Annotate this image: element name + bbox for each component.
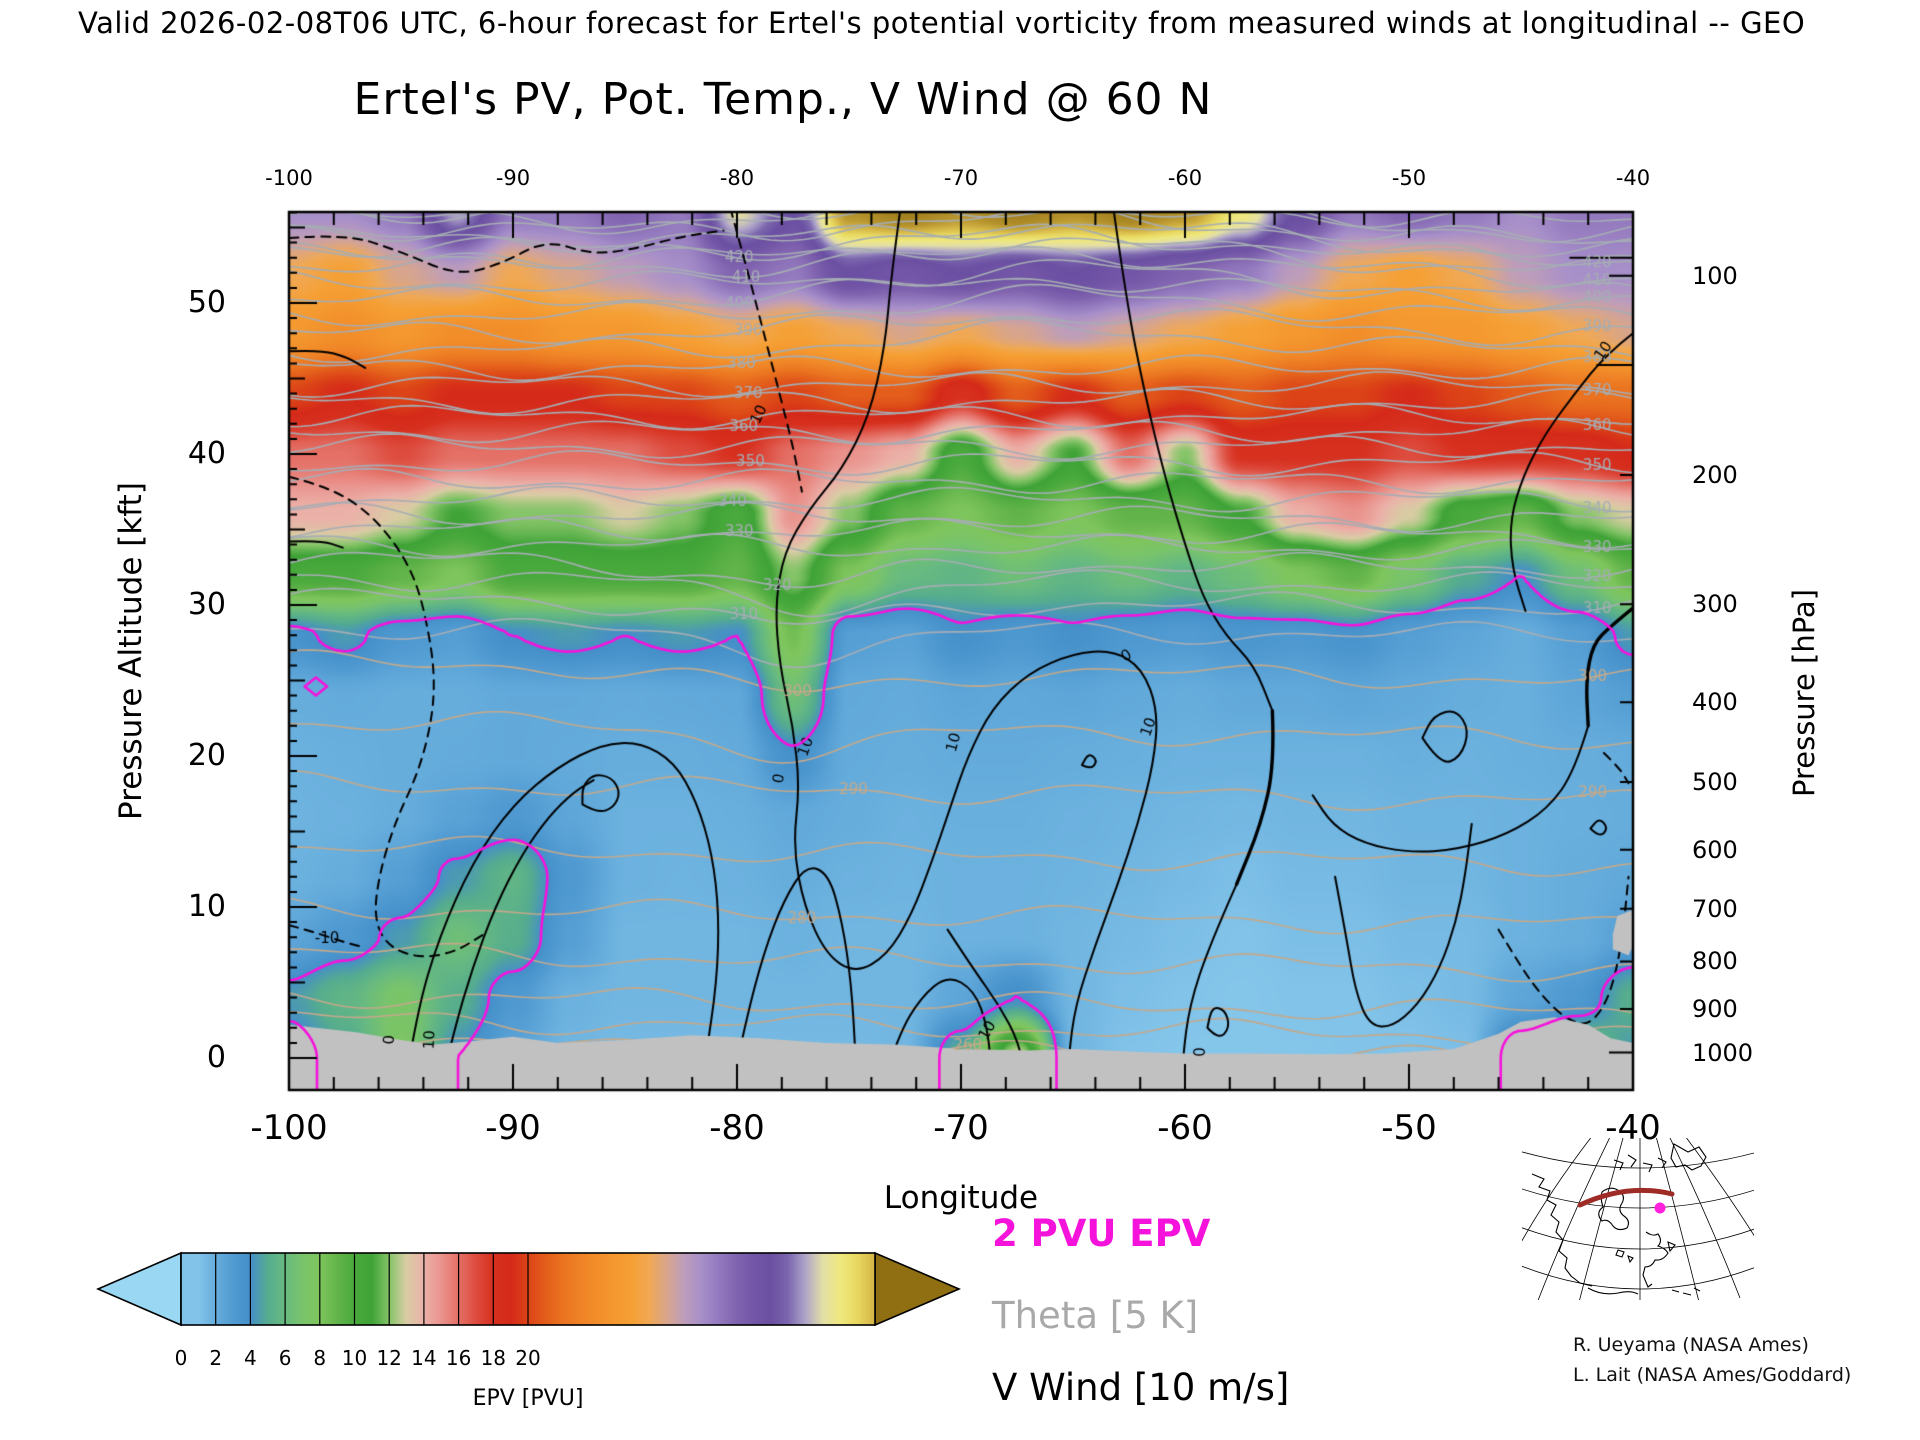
colorbar-tick-label: 18	[480, 1346, 507, 1370]
x-tick-label-bottom: -100	[250, 1108, 328, 1148]
pressure-tick-label: 800	[1692, 947, 1738, 976]
pressure-tick-label: 500	[1692, 767, 1738, 796]
y-tick-label: 30	[187, 587, 226, 622]
pressure-tick-label: 900	[1692, 995, 1738, 1024]
x-tick-label-top: -90	[495, 166, 531, 190]
map-coastlines	[1531, 1143, 1707, 1296]
pressure-tick-label: 200	[1692, 460, 1738, 489]
pressure-axis-title: Pressure [hPa]	[1787, 589, 1821, 798]
colorbar	[95, 1251, 962, 1327]
cross-section-path-arc	[1577, 1187, 1675, 1208]
pressure-tick-label: 1000	[1692, 1038, 1754, 1067]
y-tick-label: 0	[206, 1040, 226, 1075]
location-marker-dot	[1654, 1202, 1666, 1214]
map-inset	[1522, 1138, 1754, 1300]
pressure-tick-label: 700	[1692, 894, 1738, 923]
x-tick-label-top: -50	[1391, 166, 1427, 190]
colorbar-tick-label: 6	[278, 1346, 292, 1370]
colorbar-tick-label: 16	[445, 1346, 472, 1370]
x-tick-label-bottom: -70	[933, 1108, 989, 1148]
colorbar-tick-label: 12	[376, 1346, 402, 1370]
map-graticule	[1522, 1138, 1754, 1300]
x-tick-label-bottom: -40	[1605, 1108, 1661, 1148]
colorbar-tick-label: 8	[313, 1346, 327, 1370]
colorbar-tick-label: 20	[515, 1346, 541, 1370]
y-tick-label: 50	[187, 285, 226, 320]
legend-theta: Theta [5 K]	[992, 1294, 1199, 1337]
y-axis-title: Pressure Altitude [kft]	[113, 482, 149, 820]
colorbar-tick-label: 10	[341, 1346, 368, 1370]
pressure-tick-label: 400	[1692, 688, 1738, 717]
colorbar-label: EPV [PVU]	[472, 1386, 584, 1411]
pressure-tick-label: 600	[1692, 835, 1738, 864]
x-tick-label-top: -100	[265, 166, 313, 190]
colorbar-tick-label: 4	[244, 1346, 257, 1370]
x-tick-label-bottom: -60	[1157, 1108, 1213, 1148]
y-tick-label: 10	[187, 889, 226, 924]
colorbar-tick-label: 14	[411, 1346, 437, 1370]
x-tick-label-top: -60	[1167, 166, 1203, 190]
y-tick-label: 40	[187, 436, 226, 471]
x-tick-label-bottom: -90	[485, 1108, 541, 1148]
y-tick-label: 20	[187, 738, 226, 773]
valid-time-annotation: Valid 2026-02-08T06 UTC, 6-hour forecast…	[78, 6, 1806, 40]
colorbar-over-arrow	[874, 1251, 962, 1327]
x-tick-label-bottom: -80	[709, 1108, 765, 1148]
plot-title: Ertel's PV, Pot. Temp., V Wind @ 60 N	[353, 74, 1213, 125]
x-tick-label-bottom: -50	[1381, 1108, 1437, 1148]
x-axis-title: Longitude	[883, 1180, 1039, 1216]
credit-line-2: L. Lait (NASA Ames/Goddard)	[1573, 1364, 1852, 1386]
pressure-tick-label: 100	[1692, 261, 1738, 290]
x-tick-label-top: -80	[719, 166, 755, 190]
credit-line-1: R. Ueyama (NASA Ames)	[1573, 1334, 1809, 1356]
legend-2pvu-epv: 2 PVU EPV	[992, 1212, 1211, 1255]
legend-v-wind: V Wind [10 m/s]	[992, 1366, 1290, 1409]
colorbar-under-arrow	[95, 1251, 182, 1327]
pressure-tick-label: 300	[1692, 590, 1738, 619]
colorbar-tick-label: 2	[209, 1346, 223, 1370]
x-tick-label-top: -40	[1615, 166, 1651, 190]
x-tick-label-top: -70	[943, 166, 979, 190]
colorbar-tick-label: 0	[174, 1346, 188, 1370]
